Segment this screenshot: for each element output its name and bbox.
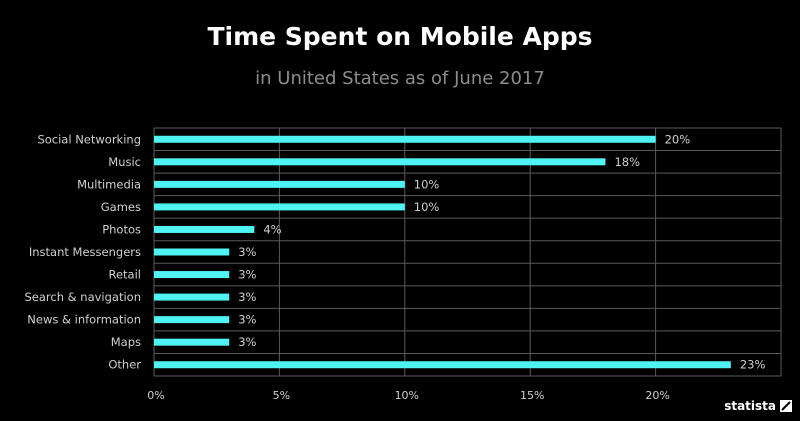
value-label: 3%: [238, 335, 256, 349]
bar: [154, 338, 230, 346]
bar: [154, 361, 731, 369]
bar: [154, 225, 255, 233]
x-tick-label: 5%: [273, 389, 290, 402]
value-label: 3%: [238, 268, 256, 282]
value-label: 3%: [238, 313, 256, 327]
category-label: Instant Messengers: [29, 245, 141, 259]
category-label: Multimedia: [77, 177, 141, 191]
value-label: 20%: [665, 132, 691, 146]
bar: [154, 158, 606, 166]
category-label: Maps: [111, 335, 141, 349]
bar: [154, 180, 405, 188]
x-tick-label: 15%: [520, 389, 544, 402]
category-label: Photos: [102, 222, 141, 236]
bar: [154, 293, 230, 301]
statista-logo-icon: [780, 400, 792, 412]
category-label: Games: [101, 200, 141, 214]
bar: [154, 135, 656, 143]
category-label: Music: [108, 155, 141, 169]
category-label: News & information: [27, 313, 141, 327]
bar: [154, 248, 230, 256]
category-label: Search & navigation: [25, 290, 142, 304]
bar: [154, 316, 230, 324]
bar: [154, 203, 405, 211]
chart-title: Time Spent on Mobile Apps: [207, 22, 593, 51]
chart-subtitle: in United States as of June 2017: [255, 68, 545, 89]
value-label: 18%: [614, 155, 640, 169]
statista-logo-text: statista: [724, 399, 776, 413]
value-label: 4%: [263, 222, 281, 236]
category-label: Retail: [109, 268, 142, 282]
category-label: Other: [108, 358, 141, 372]
bar: [154, 271, 230, 279]
statista-logo: statista: [724, 399, 792, 413]
value-label: 10%: [414, 177, 440, 191]
x-tick-label: 20%: [645, 389, 669, 402]
value-label: 3%: [238, 245, 256, 259]
x-tick-label: 0%: [147, 389, 164, 402]
value-label: 3%: [238, 290, 256, 304]
x-tick-label: 10%: [395, 389, 419, 402]
value-label: 10%: [414, 200, 440, 214]
value-label: 23%: [740, 358, 766, 372]
category-label: Social Networking: [37, 132, 141, 146]
